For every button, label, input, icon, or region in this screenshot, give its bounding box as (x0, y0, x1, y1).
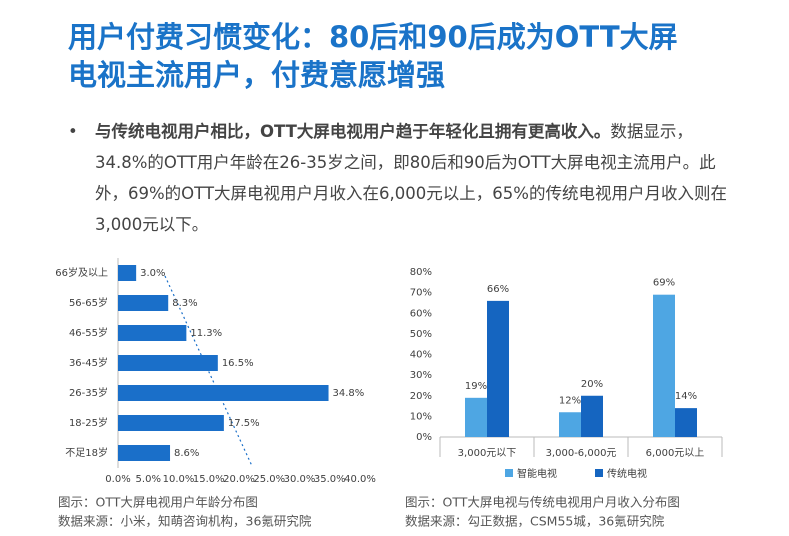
y-tick-label: 18-25岁 (69, 416, 108, 429)
x-tick-label: 35.0% (314, 474, 346, 485)
x-tick-label: 3,000-6,000元 (546, 448, 617, 459)
y-tick-label: 不足18岁 (65, 446, 108, 459)
legend-label: 智能电视 (517, 467, 557, 480)
y-tick-label: 20% (410, 391, 432, 402)
bar (118, 445, 171, 461)
value-label: 17.5% (228, 418, 260, 429)
caption: 图示：OTT大屏电视与传统电视用户月收入分布图 (405, 495, 680, 510)
value-label: 8.6% (174, 448, 199, 459)
x-tick-label: 40.0% (344, 474, 376, 485)
x-tick-label: 15.0% (193, 474, 225, 485)
title-line: 用户付费习惯变化：80后和90后成为OTT大屏 (68, 20, 678, 54)
bar (653, 294, 675, 437)
title-line: 电视主流用户，付费意愿增强 (68, 58, 446, 92)
x-tick-label: 5.0% (136, 474, 161, 485)
value-label: 20% (581, 379, 603, 390)
x-tick-label: 6,000元以上 (646, 447, 705, 459)
y-tick-label: 66岁及以上 (55, 266, 108, 279)
bullet-body: 数据显示，34.8%的OTT用户年龄在26-35岁之间，即80后和90后为OTT… (95, 122, 727, 234)
value-label: 12% (559, 395, 581, 406)
x-tick-label: 10.0% (163, 474, 195, 485)
bar (487, 300, 509, 437)
y-tick-label: 46-55岁 (69, 326, 108, 339)
value-label: 69% (653, 278, 675, 289)
x-tick-label: 3,000元以下 (458, 448, 517, 459)
bullet-dot: • (68, 122, 78, 141)
bar (675, 408, 697, 437)
y-tick-label: 0% (416, 432, 432, 443)
y-tick-label: 30% (410, 370, 432, 381)
bar (118, 265, 137, 281)
caption: 图示：OTT大屏电视用户年龄分布图 (58, 495, 258, 510)
x-tick-label: 25.0% (253, 474, 285, 485)
y-tick-label: 50% (410, 329, 432, 340)
value-label: 66% (487, 284, 509, 295)
y-tick-label: 40% (410, 350, 432, 361)
bullet-text: 与传统电视用户相比，OTT大屏电视用户趋于年轻化且拥有更高收入。数据显示，34.… (95, 116, 735, 240)
x-tick-label: 0.0% (105, 474, 130, 485)
legend-swatch (595, 469, 603, 477)
bar (118, 355, 218, 371)
bar (118, 295, 169, 311)
x-tick-label: 20.0% (223, 474, 255, 485)
value-label: 19% (465, 381, 487, 392)
legend-label: 传统电视 (607, 467, 647, 480)
bar (118, 415, 224, 431)
source: 数据来源：小米，知萌咨询机构，36氪研究院 (58, 514, 312, 529)
y-tick-label: 26-35岁 (69, 386, 108, 399)
y-tick-label: 10% (410, 411, 432, 422)
value-label: 34.8% (333, 388, 365, 399)
value-label: 8.3% (172, 298, 197, 309)
bar (559, 412, 581, 437)
y-tick-label: 36-45岁 (69, 356, 108, 369)
bar (118, 325, 187, 341)
bar (581, 395, 603, 437)
value-label: 3.0% (140, 268, 165, 279)
y-tick-label: 60% (410, 308, 432, 319)
bar (118, 385, 329, 401)
source: 数据来源：勾正数据，CSM55城，36氪研究院 (405, 514, 665, 529)
bar (465, 397, 487, 437)
y-tick-label: 70% (410, 288, 432, 299)
legend-swatch (505, 469, 513, 477)
value-label: 16.5% (222, 358, 254, 369)
bullet-bold: 与传统电视用户相比，OTT大屏电视用户趋于年轻化且拥有更高收入。 (95, 122, 611, 141)
value-label: 11.3% (190, 328, 222, 339)
y-tick-label: 56-65岁 (69, 296, 108, 309)
y-tick-label: 80% (410, 267, 432, 278)
x-tick-label: 30.0% (284, 474, 316, 485)
value-label: 14% (675, 391, 697, 402)
